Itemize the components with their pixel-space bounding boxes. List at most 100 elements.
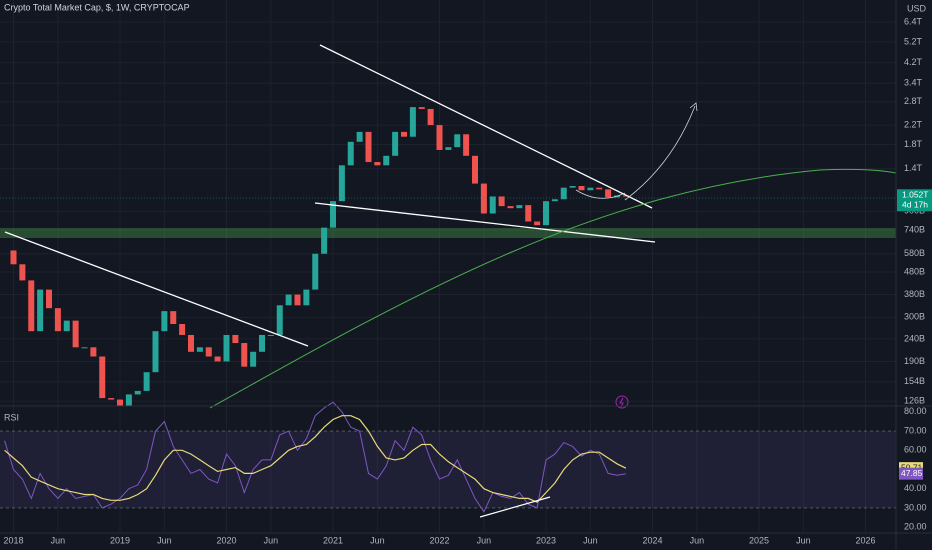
rsi-title: RSI xyxy=(4,412,19,422)
candle xyxy=(170,311,177,325)
candle xyxy=(303,289,310,306)
y-tick-label: 300B xyxy=(904,312,925,322)
candle xyxy=(152,331,159,373)
curve xyxy=(209,168,897,409)
candle xyxy=(507,206,514,209)
x-tick-label: Jun xyxy=(796,535,811,545)
y-tick-label: 6.4T xyxy=(904,16,923,26)
candle xyxy=(560,187,567,200)
candle xyxy=(516,205,523,209)
y-tick-label: 580B xyxy=(904,248,925,258)
candle xyxy=(480,183,487,214)
rsi-label: 47.85 xyxy=(901,468,923,478)
candle xyxy=(232,334,239,344)
arrow xyxy=(624,105,696,201)
candle xyxy=(365,131,372,163)
candle xyxy=(250,351,257,367)
candle xyxy=(543,201,549,226)
candle xyxy=(551,199,558,202)
candle xyxy=(418,107,425,109)
x-tick-label: 2019 xyxy=(110,535,130,545)
countdown: 4d 17h xyxy=(902,200,928,210)
rsi-tick-label: 70.00 xyxy=(904,425,927,435)
candle xyxy=(90,347,97,357)
x-tick-label: 2024 xyxy=(642,535,662,545)
y-tick-label: 4.2T xyxy=(904,57,923,67)
candle xyxy=(276,305,283,335)
candle xyxy=(267,334,274,336)
candle xyxy=(392,131,399,156)
price-badge xyxy=(897,189,932,212)
candle xyxy=(125,394,132,406)
candle xyxy=(46,289,52,309)
candle xyxy=(143,372,150,391)
candle xyxy=(338,165,345,202)
candle xyxy=(401,131,407,137)
candle xyxy=(569,186,576,188)
x-tick-label: 2021 xyxy=(323,535,343,545)
rsi-badge xyxy=(899,467,923,480)
x-tick-label: 2023 xyxy=(536,535,556,545)
candle xyxy=(321,227,328,254)
x-tick-label: 2026 xyxy=(855,535,875,545)
candle xyxy=(463,134,470,156)
candle xyxy=(99,356,106,399)
rsi-tick-label: 60.00 xyxy=(904,445,927,455)
rsi-ma-line xyxy=(4,415,627,503)
rsi-line xyxy=(4,401,626,513)
candle xyxy=(37,289,44,332)
candle xyxy=(472,155,478,184)
x-tick-label: Jun xyxy=(477,535,492,545)
y-tick-label: 126B xyxy=(904,395,925,405)
candle xyxy=(179,324,186,335)
rsi-trend-line xyxy=(479,496,551,518)
y-tick-label: 2.2T xyxy=(904,119,923,129)
candle xyxy=(436,125,443,150)
trend-line xyxy=(4,231,309,347)
candle xyxy=(223,334,230,362)
x-tick-label: Jun xyxy=(264,535,279,545)
price-label: 1.052T xyxy=(902,190,928,200)
x-tick-label: Jun xyxy=(690,535,705,545)
rsi-tick-label: 30.00 xyxy=(904,502,927,512)
event-icon xyxy=(619,397,624,408)
rsi-tick-label: 40.00 xyxy=(904,483,927,493)
x-tick-label: 2022 xyxy=(429,535,449,545)
labels: 6.4T5.2T4.2T3.4T2.8T2.2T1.8T1.4T900B740B… xyxy=(3,16,932,545)
candle xyxy=(72,320,79,348)
candle xyxy=(214,356,221,362)
y-tick-label: 480B xyxy=(904,266,925,276)
candle xyxy=(19,264,26,281)
y-tick-label: 1.4T xyxy=(904,163,923,173)
candle xyxy=(294,294,301,306)
chart-title: Crypto Total Market Cap, $, 1W, CRYPTOCA… xyxy=(4,2,190,12)
y-tick-label: 154B xyxy=(904,376,925,386)
x-tick-label: 2018 xyxy=(3,535,23,545)
rsi-band xyxy=(0,430,896,509)
drawings xyxy=(0,44,897,518)
candle xyxy=(596,187,603,190)
candle xyxy=(188,334,194,352)
y-tick-label: 1.8T xyxy=(904,139,923,149)
currency: USD xyxy=(907,3,927,13)
candle xyxy=(427,108,434,126)
y-tick-label: 5.2T xyxy=(904,36,923,46)
x-tick-label: Jun xyxy=(157,535,172,545)
candle xyxy=(117,399,123,406)
candle xyxy=(498,196,505,207)
y-tick-label: 380B xyxy=(904,289,925,299)
candle xyxy=(63,320,70,332)
candle xyxy=(489,196,496,214)
event-icon xyxy=(615,395,629,409)
y-tick-label: 3.4T xyxy=(904,77,923,87)
support-zone xyxy=(0,228,896,238)
candle xyxy=(205,347,212,357)
candle xyxy=(409,107,416,137)
candle xyxy=(445,147,452,150)
y-tick-label: 240B xyxy=(904,333,925,343)
candle xyxy=(134,390,141,395)
candle xyxy=(578,186,585,191)
